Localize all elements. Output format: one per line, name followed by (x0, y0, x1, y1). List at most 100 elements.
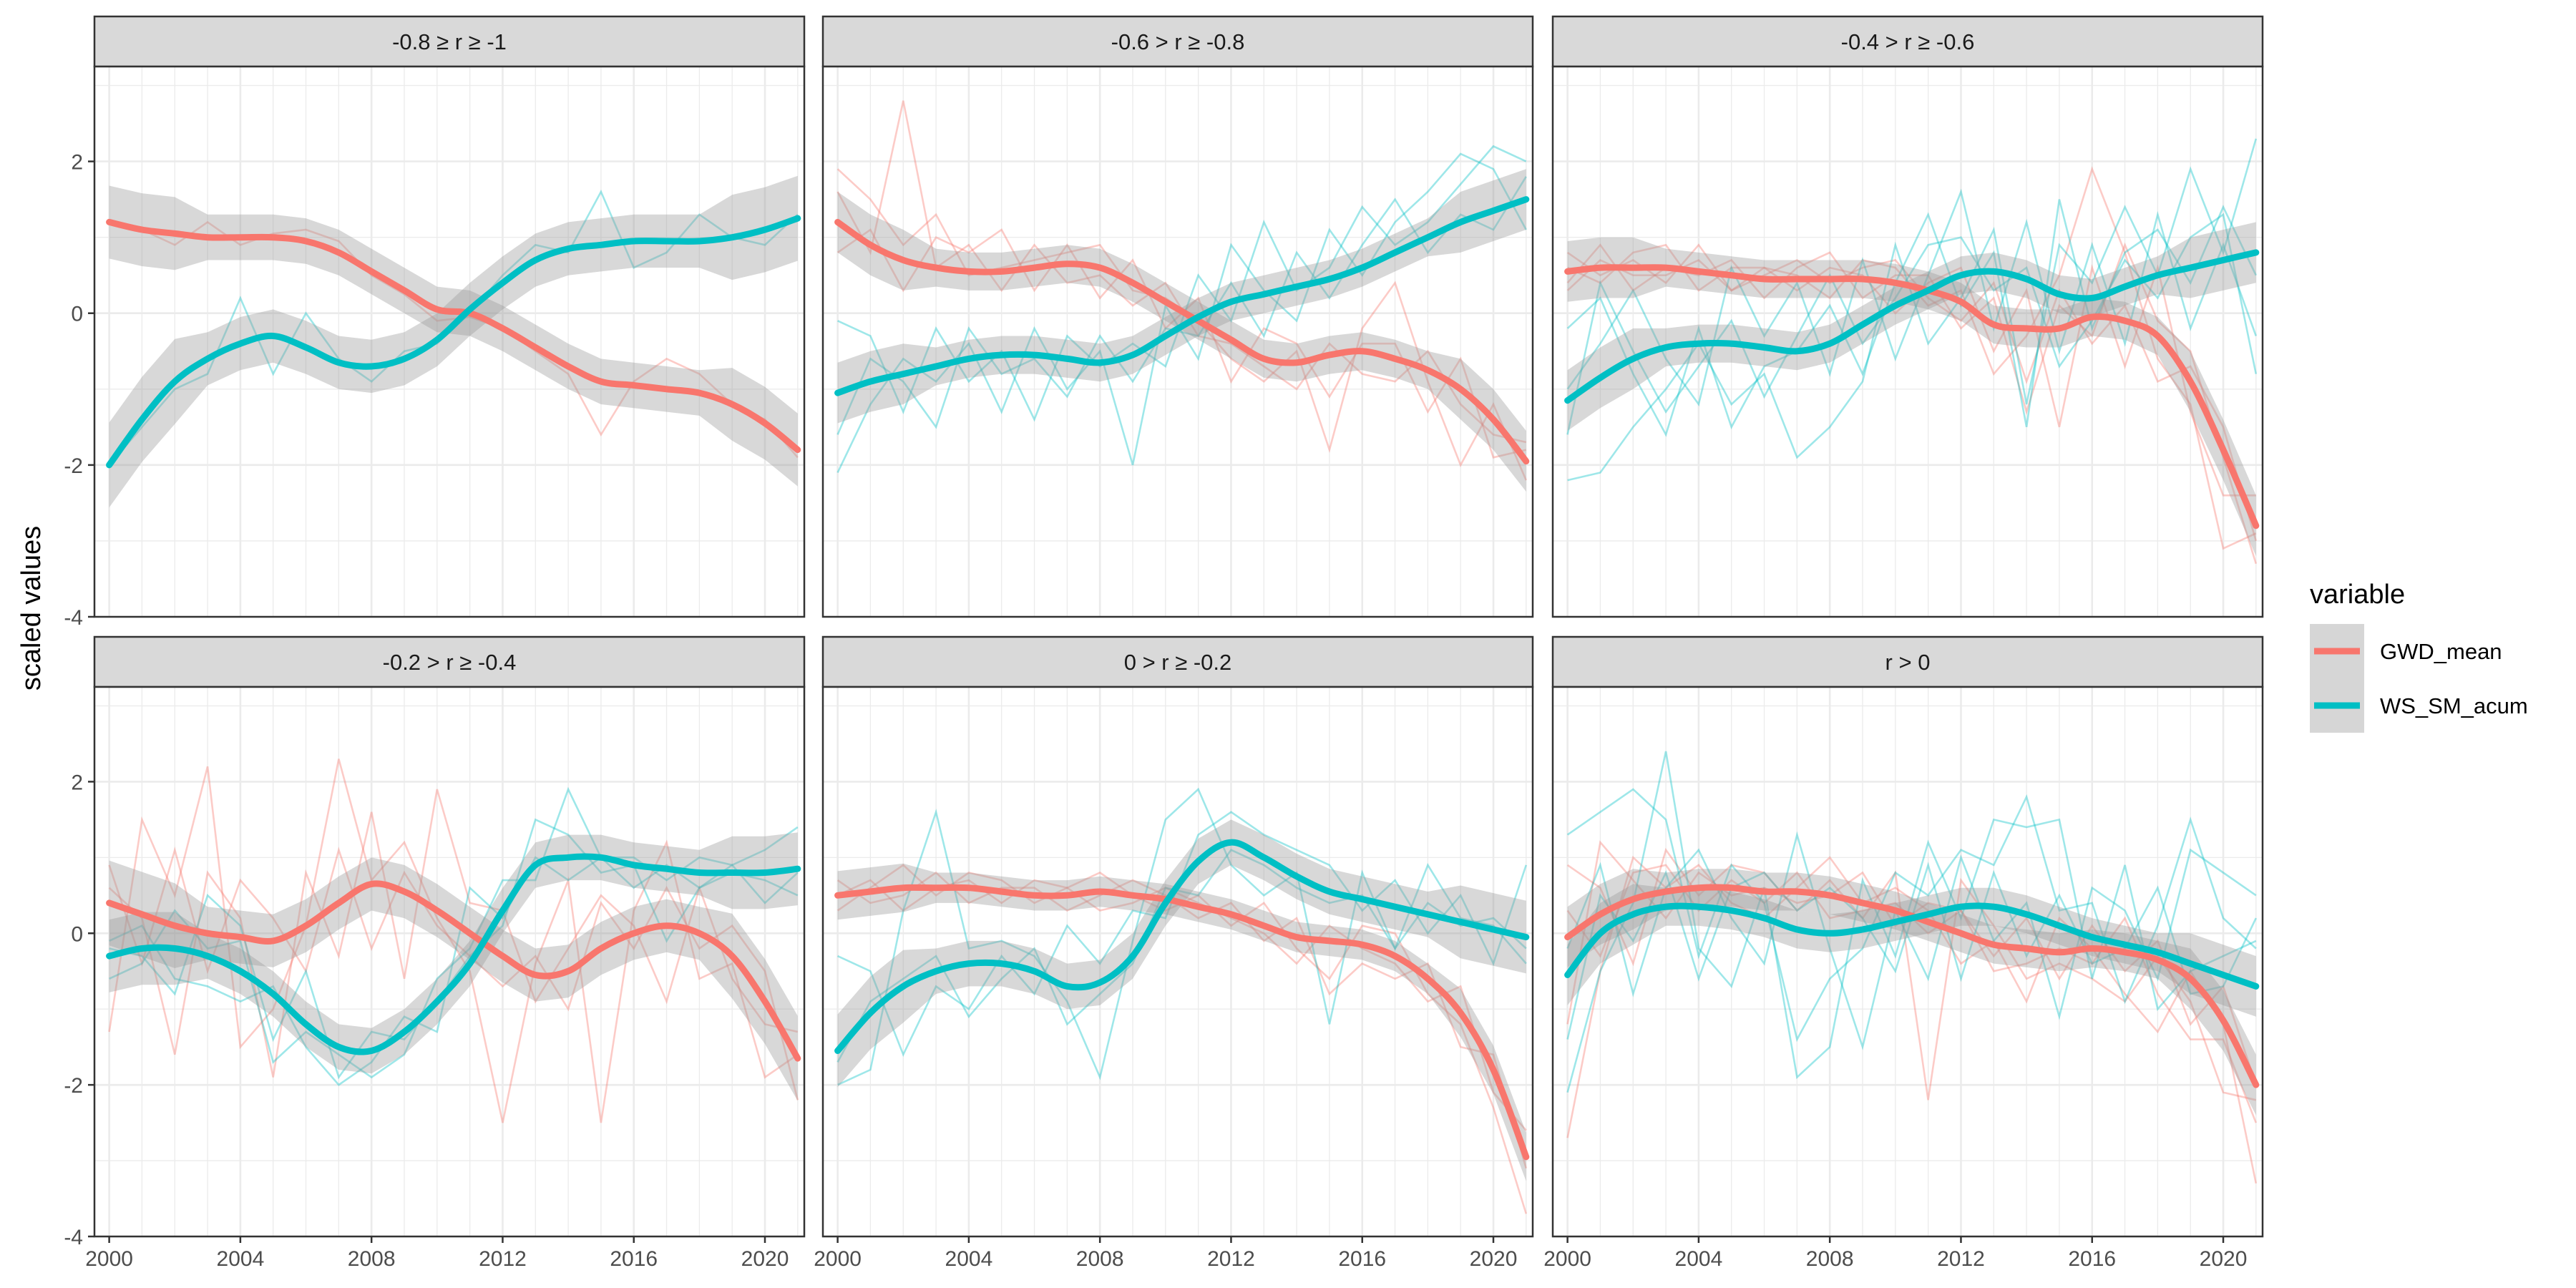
panel-border (93, 686, 806, 1238)
y-tick-label: 2 (71, 151, 83, 175)
facet-strip (1551, 15, 2264, 68)
series-line-raw (1567, 138, 2258, 482)
facet-strip (93, 635, 806, 688)
y-axis-label: scaled values (16, 526, 47, 691)
series-line-raw (1566, 751, 2257, 1093)
y-tick-label: -2 (64, 1074, 83, 1098)
facet-strip-label: -0.2 > r ≥ -0.4 (383, 650, 517, 675)
series-line-raw (109, 856, 799, 1086)
series-line-raw (837, 879, 1527, 1131)
series-line-raw (836, 176, 1527, 435)
x-tick-label: 2020 (1470, 1247, 1518, 1271)
legend-entry: GWD_mean (2310, 624, 2502, 678)
confidence-ribbon (1567, 222, 2256, 431)
series-line-raw (1566, 831, 2257, 1050)
series-line-raw (836, 849, 1527, 1063)
facet-panel: -0.8 ≥ r ≥ -1 (93, 15, 806, 618)
series-line-smooth (1564, 249, 2260, 404)
facet-strip (1551, 635, 2264, 688)
series-line-smooth (106, 215, 801, 469)
gridlines (94, 67, 804, 618)
series-line-raw (109, 220, 799, 459)
x-tick-label: 2004 (945, 1247, 993, 1271)
x-tick-label: 2000 (814, 1247, 862, 1271)
y-tick-label: 0 (71, 922, 83, 946)
x-tick-label: 2012 (1937, 1247, 1985, 1271)
facet-strip (821, 15, 1534, 68)
facet-strip-label: -0.6 > r ≥ -0.8 (1111, 29, 1245, 54)
y-tick-label: -2 (64, 454, 83, 478)
confidence-ribbon (109, 857, 798, 1101)
panel-background (823, 67, 1533, 617)
x-tick-label: 2004 (1675, 1247, 1723, 1271)
x-tick-label: 2016 (610, 1247, 658, 1271)
facet-panel: 0 > r ≥ -0.2 (821, 635, 1534, 1238)
series-line-smooth (106, 853, 801, 1055)
x-tick-label: 2012 (1207, 1247, 1255, 1271)
facet-panel: -0.6 > r ≥ -0.8 (821, 15, 1534, 618)
facet-strip-label: 0 > r ≥ -0.2 (1124, 650, 1232, 675)
series-line-raw (837, 787, 1527, 1086)
legend-entry: WS_SM_acum (2310, 678, 2528, 733)
x-tick-label: 2000 (85, 1247, 133, 1271)
confidence-ribbon (837, 819, 1526, 1088)
legend-label: WS_SM_acum (2380, 693, 2528, 718)
x-tick-label: 2000 (1543, 1247, 1591, 1271)
x-tick-label: 2008 (348, 1247, 396, 1271)
facet-panel: r > 0 (1551, 635, 2264, 1238)
facet-panel: -0.4 > r ≥ -0.6 (1551, 15, 2264, 618)
axes: -4 -2 0 2 -4 -2 0 2 2000 2004 2008 2012 2016 2020 2000… (64, 151, 2247, 1271)
data-layer (1564, 751, 2260, 1184)
facet-strip-label: r > 0 (1885, 650, 1931, 675)
facet-panel: -0.2 > r ≥ -0.4 (93, 635, 806, 1238)
x-tick-label: 2012 (479, 1247, 527, 1271)
series-line-smooth (834, 839, 1530, 1054)
series-line-raw (1566, 847, 2257, 1101)
confidence-ribbon (837, 169, 1526, 424)
panel-background (94, 687, 804, 1236)
panel-background (1553, 67, 2263, 617)
confidence-ribbon (1567, 884, 2256, 1017)
panel-border (1551, 65, 2264, 618)
panel-background (823, 687, 1533, 1236)
gridlines (823, 687, 1533, 1238)
data-layer (106, 175, 801, 508)
legend-title: variable (2310, 580, 2405, 610)
panel-background (1553, 687, 2263, 1236)
x-tick-label: 2016 (1338, 1247, 1386, 1271)
legend: variable GWD_mean WS_SM_acum (2310, 580, 2528, 733)
series-line-raw (108, 846, 799, 1101)
series-line-smooth (834, 884, 1530, 1161)
x-tick-label: 2008 (1076, 1247, 1124, 1271)
data-layer (106, 758, 801, 1123)
facet-strip (93, 15, 806, 68)
confidence-ribbon (837, 192, 1526, 492)
panel-border (1551, 686, 2264, 1238)
series-line-smooth (834, 196, 1530, 396)
series-line-raw (1566, 199, 2257, 437)
panel-background (94, 67, 804, 617)
series-line-raw (108, 758, 799, 1123)
x-tick-label: 2020 (2200, 1247, 2248, 1271)
y-tick-label: -4 (64, 606, 83, 630)
panel-border (821, 686, 1534, 1238)
series-line-raw (837, 145, 1527, 422)
gridlines (1553, 687, 2263, 1238)
facet-strip-label: -0.8 ≥ r ≥ -1 (392, 29, 507, 54)
series-line-smooth (106, 218, 801, 454)
series-line-raw (108, 789, 799, 1078)
x-tick-label: 2016 (2068, 1247, 2116, 1271)
facet-panels: -0.8 ≥ r ≥ -1 -0.6 > r ≥ -0.8 -0.4 > r ≥ -… (93, 15, 2264, 1238)
x-tick-label: 2004 (217, 1247, 265, 1271)
series-line-smooth (106, 880, 801, 1062)
facet-strip (821, 635, 1534, 688)
confidence-ribbon (109, 175, 798, 508)
data-layer (834, 787, 1530, 1214)
y-tick-label: 2 (71, 771, 83, 794)
y-tick-label: -4 (64, 1226, 83, 1249)
panel-border (821, 65, 1534, 618)
data-layer (834, 100, 1530, 492)
panel-border (93, 65, 806, 618)
series-line-raw (109, 818, 799, 1080)
